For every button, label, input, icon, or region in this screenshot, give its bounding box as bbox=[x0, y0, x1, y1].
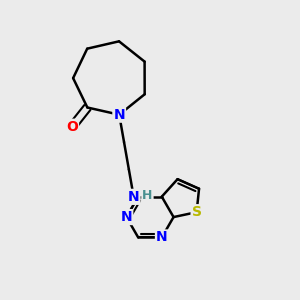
Text: N: N bbox=[121, 210, 132, 224]
Text: S: S bbox=[192, 205, 202, 219]
Text: N: N bbox=[128, 190, 140, 204]
Text: H: H bbox=[142, 189, 153, 202]
Text: N: N bbox=[113, 108, 125, 122]
Text: N: N bbox=[156, 230, 168, 244]
Text: O: O bbox=[66, 120, 78, 134]
